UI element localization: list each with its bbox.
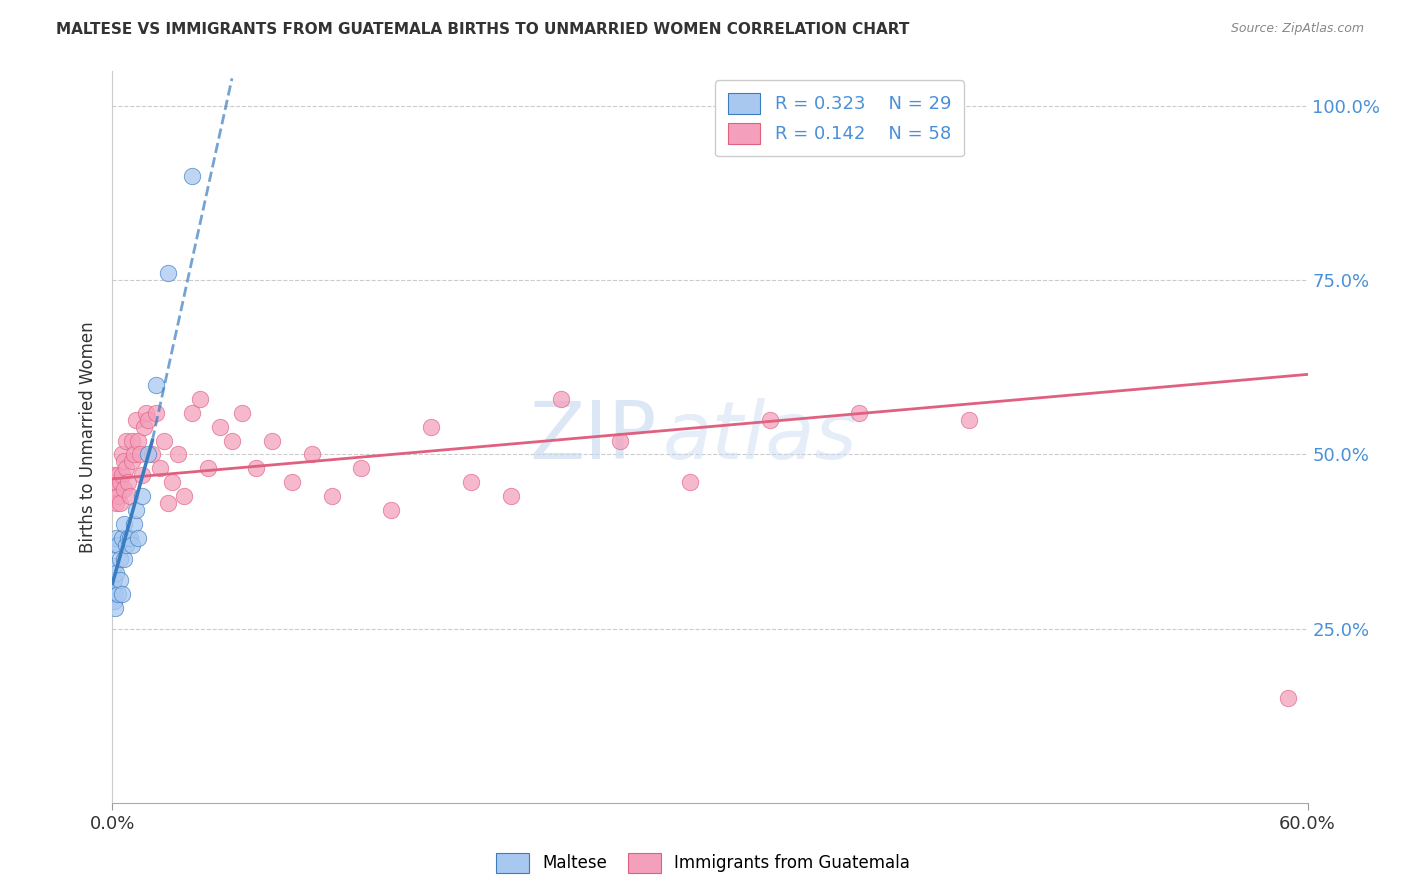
Point bbox=[759, 412, 782, 426]
Y-axis label: Births to Unmarried Women: Births to Unmarried Women bbox=[79, 321, 97, 553]
Point bbox=[117, 475, 139, 490]
Point bbox=[124, 517, 146, 532]
Point bbox=[153, 434, 176, 448]
Text: Source: ZipAtlas.com: Source: ZipAtlas.com bbox=[1230, 22, 1364, 36]
Point bbox=[107, 468, 129, 483]
Point bbox=[188, 392, 211, 406]
Point bbox=[103, 594, 125, 608]
Point bbox=[105, 475, 128, 490]
Point bbox=[134, 419, 156, 434]
Point bbox=[114, 483, 135, 497]
Point bbox=[111, 531, 134, 545]
Point bbox=[125, 412, 148, 426]
Point bbox=[103, 468, 125, 483]
Point bbox=[208, 419, 231, 434]
Point bbox=[420, 419, 443, 434]
Point bbox=[103, 558, 125, 573]
Point bbox=[107, 538, 129, 552]
Point bbox=[129, 448, 152, 462]
Point bbox=[121, 434, 143, 448]
Point bbox=[105, 538, 128, 552]
Point bbox=[120, 489, 142, 503]
Point bbox=[1277, 691, 1299, 706]
Point bbox=[115, 434, 138, 448]
Point bbox=[110, 475, 132, 490]
Point bbox=[121, 538, 143, 552]
Point bbox=[120, 531, 142, 545]
Point bbox=[114, 517, 135, 532]
Point bbox=[173, 489, 195, 503]
Point bbox=[321, 489, 343, 503]
Point bbox=[499, 489, 522, 503]
Point bbox=[162, 475, 183, 490]
Point bbox=[124, 448, 146, 462]
Point bbox=[104, 600, 127, 615]
Point bbox=[141, 448, 163, 462]
Point bbox=[149, 461, 172, 475]
Point bbox=[107, 587, 129, 601]
Point bbox=[550, 392, 572, 406]
Legend: Maltese, Immigrants from Guatemala: Maltese, Immigrants from Guatemala bbox=[489, 847, 917, 880]
Point bbox=[260, 434, 283, 448]
Point bbox=[110, 573, 132, 587]
Point bbox=[145, 406, 167, 420]
Point bbox=[107, 489, 129, 503]
Point bbox=[135, 406, 157, 420]
Point bbox=[301, 448, 323, 462]
Point bbox=[114, 552, 135, 566]
Point bbox=[181, 169, 204, 183]
Point bbox=[245, 461, 267, 475]
Point bbox=[167, 448, 190, 462]
Point bbox=[181, 406, 204, 420]
Point bbox=[957, 412, 980, 426]
Point bbox=[105, 496, 128, 510]
Point bbox=[131, 468, 153, 483]
Point bbox=[115, 461, 138, 475]
Text: MALTESE VS IMMIGRANTS FROM GUATEMALA BIRTHS TO UNMARRIED WOMEN CORRELATION CHART: MALTESE VS IMMIGRANTS FROM GUATEMALA BIR… bbox=[56, 22, 910, 37]
Point bbox=[460, 475, 482, 490]
Point bbox=[380, 503, 402, 517]
Point bbox=[127, 434, 149, 448]
Point bbox=[138, 448, 160, 462]
Point bbox=[157, 266, 180, 280]
Legend: R = 0.323    N = 29, R = 0.142    N = 58: R = 0.323 N = 29, R = 0.142 N = 58 bbox=[716, 80, 965, 156]
Point bbox=[115, 538, 138, 552]
Point bbox=[114, 454, 135, 468]
Point bbox=[103, 483, 125, 497]
Point bbox=[131, 489, 153, 503]
Point bbox=[350, 461, 373, 475]
Point bbox=[121, 454, 143, 468]
Point bbox=[127, 531, 149, 545]
Point bbox=[848, 406, 870, 420]
Point bbox=[145, 377, 167, 392]
Point bbox=[110, 552, 132, 566]
Point bbox=[157, 496, 180, 510]
Point bbox=[105, 566, 128, 580]
Text: ZIP: ZIP bbox=[529, 398, 657, 476]
Point bbox=[197, 461, 219, 475]
Point bbox=[221, 434, 243, 448]
Point bbox=[111, 587, 134, 601]
Point bbox=[679, 475, 702, 490]
Point bbox=[231, 406, 253, 420]
Point bbox=[117, 531, 139, 545]
Text: atlas: atlas bbox=[662, 398, 858, 476]
Point bbox=[281, 475, 304, 490]
Point bbox=[125, 503, 148, 517]
Point bbox=[111, 468, 134, 483]
Point bbox=[103, 573, 125, 587]
Point bbox=[110, 496, 132, 510]
Point bbox=[105, 531, 128, 545]
Point bbox=[103, 587, 125, 601]
Point bbox=[111, 448, 134, 462]
Point bbox=[138, 412, 160, 426]
Point bbox=[103, 580, 125, 594]
Point bbox=[609, 434, 631, 448]
